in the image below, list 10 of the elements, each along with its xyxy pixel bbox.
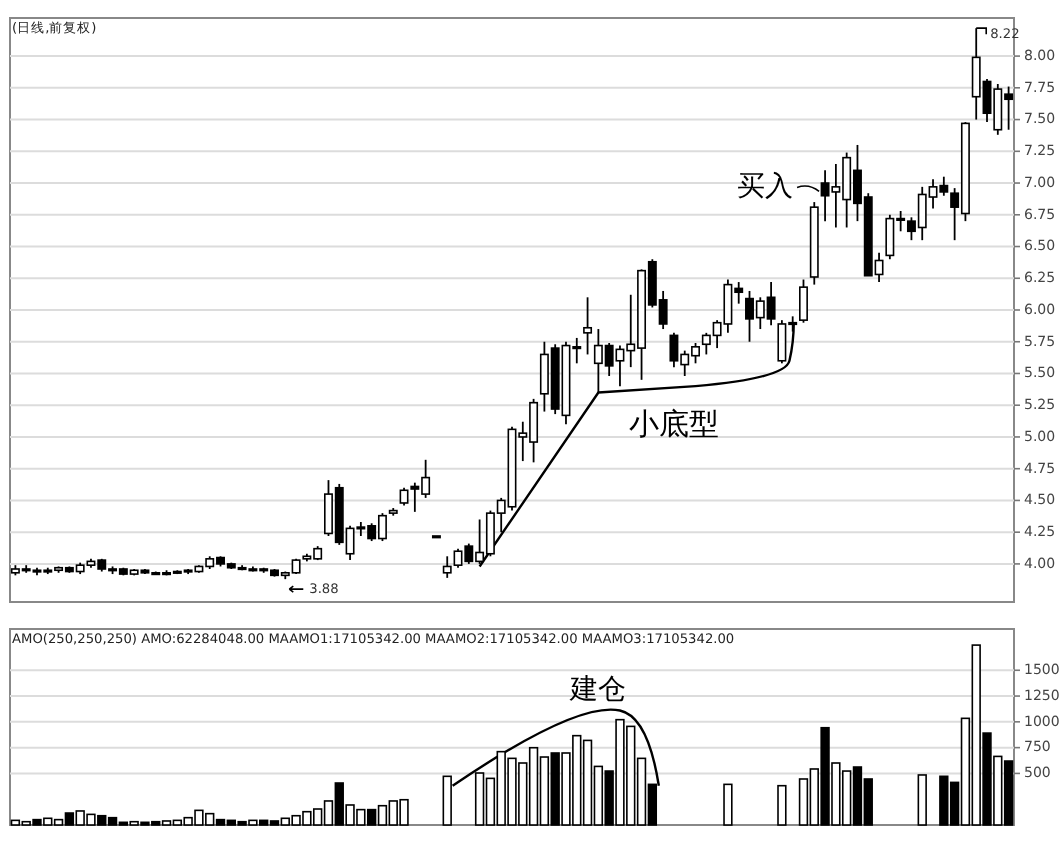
annotation: 小底型: [628, 406, 719, 443]
annotation: 买入: [737, 171, 794, 204]
bar: [917, 774, 927, 826]
candlestick: [442, 555, 452, 579]
candlestick: [799, 278, 808, 324]
bar: [777, 784, 787, 826]
bar: [442, 775, 452, 826]
candlestick: [583, 296, 593, 356]
annotation: 建仓: [568, 674, 627, 707]
bar: [723, 783, 733, 826]
